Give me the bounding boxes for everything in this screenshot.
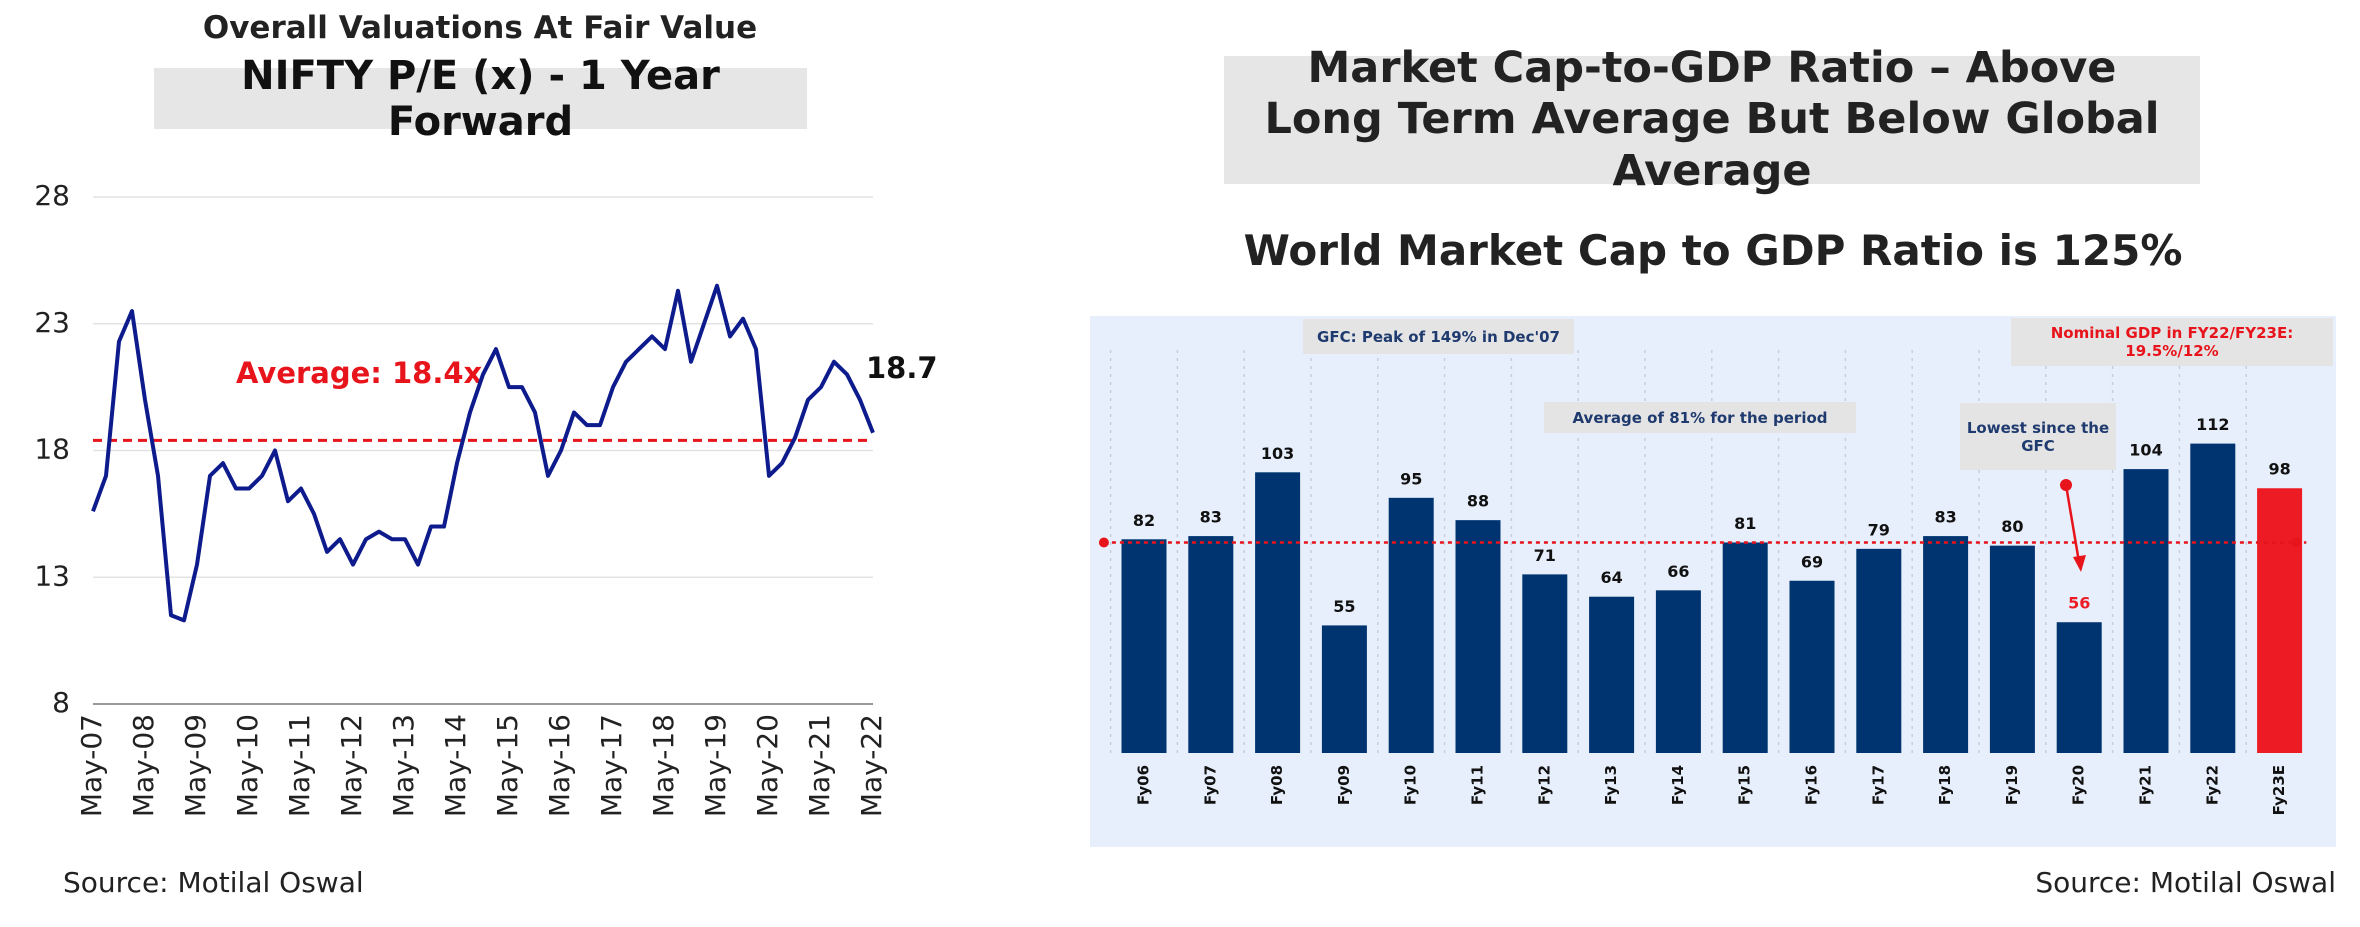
bar [1255, 472, 1301, 753]
x-tick-label: May-13 [387, 714, 420, 817]
bar [1856, 548, 1902, 753]
x-tick-label: Fy20 [2070, 765, 2088, 805]
value-label: 104 [2129, 441, 2162, 460]
value-label: 80 [2001, 517, 2023, 536]
x-tick-label: Fy13 [1602, 765, 1620, 805]
value-label: 83 [1934, 508, 1956, 527]
bar [1522, 574, 1568, 753]
value-label: 83 [1200, 508, 1222, 527]
x-tick-label: May-17 [595, 714, 628, 817]
x-tick-label: May-22 [855, 714, 888, 817]
value-label: 69 [1801, 552, 1823, 571]
x-tick-label: Fy09 [1335, 765, 1353, 805]
value-label: 112 [2196, 415, 2229, 434]
annotation: Lowest since the GFC [1960, 403, 2116, 470]
chart-subtitle: NIFTY P/E (x) - 1 Year Forward [154, 53, 807, 145]
bar [1455, 520, 1501, 753]
value-label: 81 [1734, 514, 1756, 533]
x-tick-label: Fy06 [1135, 765, 1153, 805]
value-label: 82 [1133, 511, 1155, 530]
value-label: 95 [1400, 469, 1422, 488]
average-dot [2291, 537, 2302, 548]
line [91, 283, 875, 623]
x-tick-label: May-21 [803, 714, 836, 817]
annotation: Average of 81% for the period [1544, 402, 1856, 433]
x-tick-label: May-19 [699, 714, 732, 817]
x-tick-label: Fy12 [1535, 765, 1553, 805]
x-tick-label: Fy23E [2270, 765, 2288, 815]
average-label: Average: 18.4x [236, 356, 483, 390]
x-tick-label: Fy07 [1201, 765, 1219, 805]
y-tick-label: 23 [34, 306, 70, 339]
chart-title: Overall Valuations At Fair Value [202, 10, 758, 46]
bar [1789, 580, 1835, 753]
x-tick-label: Fy18 [1936, 765, 1954, 805]
end-label: 18.7 [866, 351, 938, 385]
value-label: 79 [1868, 520, 1890, 539]
chart-title: Market Cap-to-GDP Ratio – Above Long Ter… [1224, 43, 2200, 196]
x-tick-label: Fy10 [1402, 765, 1420, 805]
annotation: GFC: Peak of 149% in Dec'07 [1303, 319, 1574, 354]
x-tick-label: May-10 [231, 714, 264, 817]
bar [1321, 625, 1367, 753]
x-tick-label: Fy14 [1669, 765, 1687, 805]
annotation: Nominal GDP in FY22/FY23E: 19.5%/12% [2011, 318, 2333, 366]
bar [1722, 542, 1768, 753]
x-tick-label: Fy17 [1869, 765, 1887, 805]
y-tick-label: 18 [34, 433, 70, 466]
x-tick-label: May-09 [179, 714, 212, 817]
average-dot [1098, 537, 1109, 548]
value-label: 88 [1467, 492, 1489, 511]
x-tick-label: May-18 [647, 714, 680, 817]
x-tick-label: May-08 [127, 714, 160, 817]
x-tick-label: Fy16 [1803, 765, 1821, 805]
x-tick-label: May-15 [491, 714, 524, 817]
value-label: 56 [2068, 594, 2090, 613]
x-tick-label: Fy11 [1469, 765, 1487, 805]
x-tick-label: Fy19 [2003, 765, 2021, 805]
bar [1388, 497, 1434, 753]
x-tick-label: May-11 [283, 714, 316, 817]
bar [1923, 536, 1969, 753]
value-label: 66 [1667, 562, 1689, 581]
value-label: 64 [1600, 568, 1622, 587]
arrow [2064, 484, 2081, 563]
x-tick-label: May-07 [75, 714, 108, 817]
value-label: 55 [1333, 597, 1355, 616]
bar [1989, 545, 2035, 753]
value-label: 103 [1261, 444, 1294, 463]
chart-subtitle: World Market Cap to GDP Ratio is 125% [1243, 226, 2183, 275]
value-label: 71 [1534, 546, 1556, 565]
source: Source: Motilal Oswal [63, 866, 364, 899]
y-tick-label: 8 [52, 686, 70, 719]
arrow-head [2073, 555, 2086, 572]
y-tick-label: 28 [34, 179, 70, 212]
source: Source: Motilal Oswal [2035, 866, 2336, 899]
x-tick-label: May-20 [751, 714, 784, 817]
x-tick-label: May-16 [543, 714, 576, 817]
bar [1589, 596, 1635, 753]
x-tick-label: Fy08 [1268, 765, 1286, 805]
x-tick-label: Fy15 [1736, 765, 1754, 805]
x-tick-label: Fy21 [2137, 765, 2155, 805]
x-tick-label: May-12 [335, 714, 368, 817]
y-tick-label: 13 [34, 559, 70, 592]
x-tick-label: May-14 [439, 714, 472, 817]
x-tick-label: Fy22 [2203, 765, 2221, 805]
bar [1655, 590, 1701, 753]
value-label: 98 [2268, 460, 2290, 479]
bar [1121, 539, 1167, 753]
bar [1188, 536, 1234, 753]
bar [2257, 488, 2303, 753]
bar [2190, 443, 2236, 753]
bar [2123, 469, 2169, 753]
bar [2056, 622, 2102, 753]
